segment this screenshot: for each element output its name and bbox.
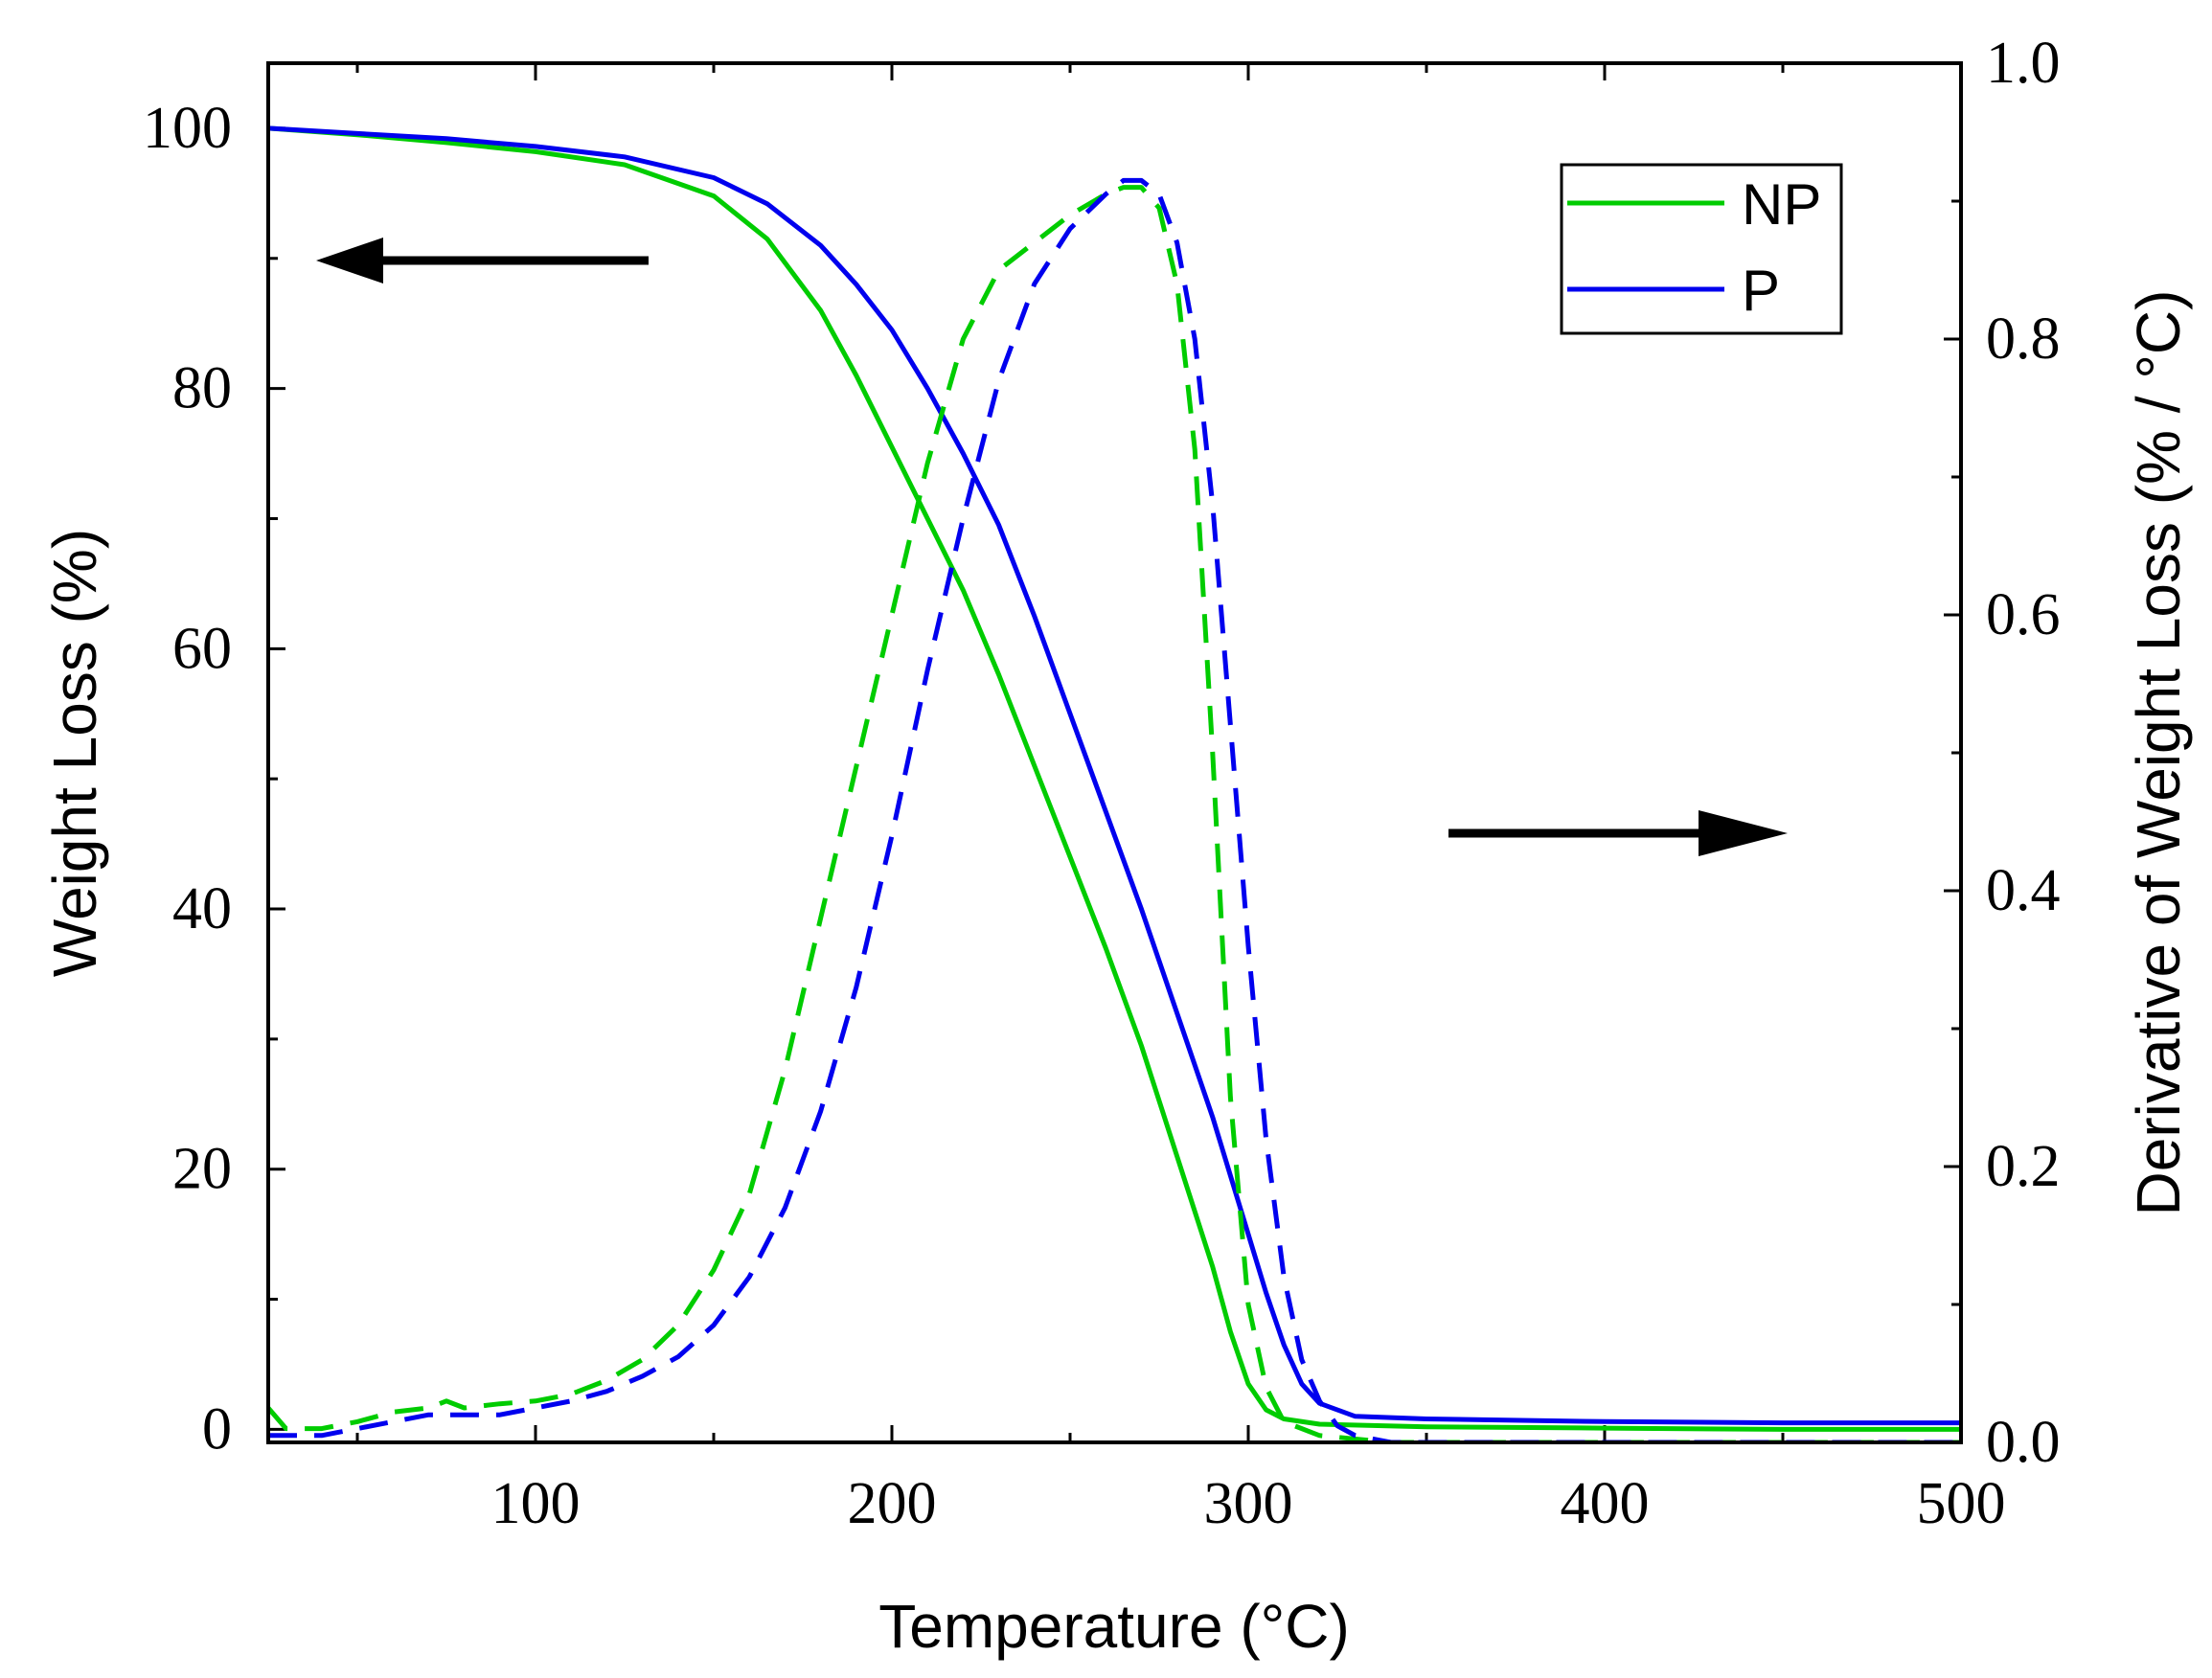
x-tick-label: 400 — [1561, 1471, 1650, 1536]
y2-tick-label: 0.6 — [1986, 582, 2061, 647]
left-axis-arrow — [316, 238, 649, 283]
y2-tick-label: 1.0 — [1986, 31, 2061, 96]
y2-tick-label: 0.2 — [1986, 1134, 2061, 1199]
series-np-weight-solid — [268, 125, 1961, 1432]
y2-tick-label: 0.8 — [1986, 306, 2061, 372]
y2-tick-label: 0.4 — [1986, 858, 2061, 923]
y-tick-label: 20 — [172, 1137, 232, 1202]
y-tick-label: 40 — [172, 876, 232, 941]
y-tick-label: 60 — [172, 616, 232, 681]
x-tick-label: 500 — [1917, 1471, 2006, 1536]
legend-box — [1560, 163, 1843, 335]
x-axis-title: Temperature (°C) — [878, 1592, 1350, 1661]
y-tick-label: 80 — [172, 356, 232, 421]
x-tick-label: 200 — [848, 1471, 937, 1536]
data-series — [268, 125, 1961, 1442]
legend: NP P — [1560, 163, 1843, 335]
x-tick-label: 100 — [491, 1471, 581, 1536]
legend-label-p: P — [1742, 259, 1780, 323]
y-tick-label: 0 — [202, 1396, 232, 1462]
series-p-derivative-dashed — [268, 177, 1961, 1442]
y-axis-title: Weight Loss (%) — [40, 529, 109, 977]
series-p-weight-solid — [268, 125, 1961, 1426]
y2-axis-title: Derivative of Weight Loss (% / °C) — [2124, 290, 2193, 1216]
tick-labels: 100 200 300 400 500 0 20 40 60 80 100 0.0 0.2 0.4 0.6 0… — [143, 31, 2061, 1536]
y-tick-label: 100 — [143, 96, 232, 161]
plot-frame — [266, 61, 1963, 1444]
legend-label-np: NP — [1742, 172, 1821, 237]
series-np-derivative-dashed — [268, 185, 1961, 1442]
y2-tick-label: 0.0 — [1986, 1410, 2061, 1475]
right-axis-arrow — [1448, 810, 1788, 856]
x-tick-label: 300 — [1204, 1471, 1293, 1536]
